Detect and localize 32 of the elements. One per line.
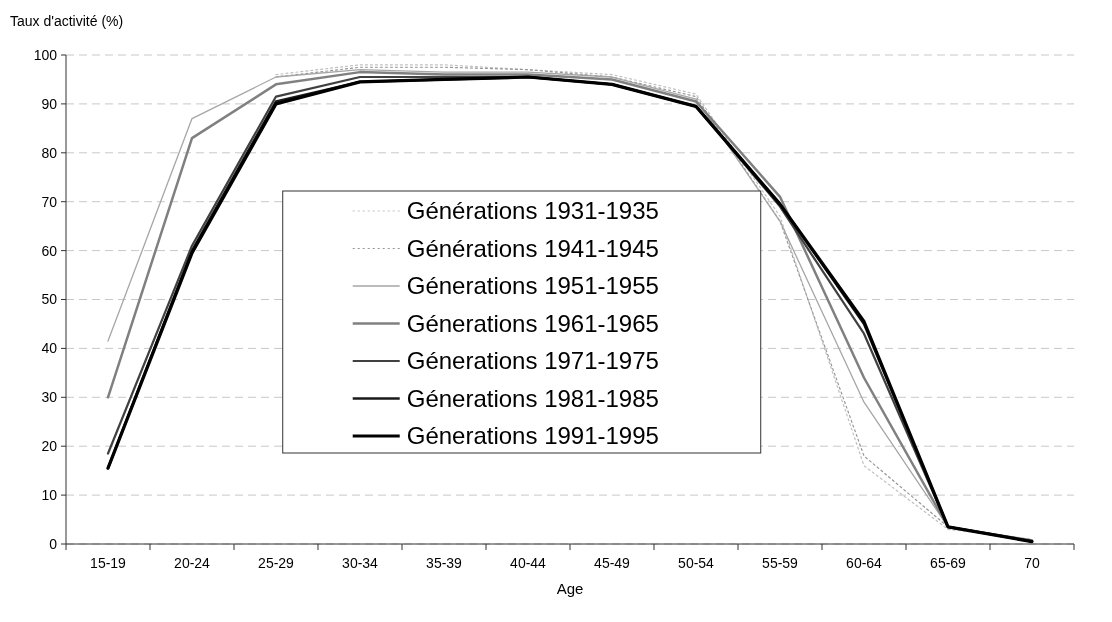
y-tick-label: 60 (41, 242, 58, 259)
legend-label: Génerations 1951-1955 (406, 272, 659, 299)
y-tick-label: 90 (41, 95, 58, 112)
x-tick-label: 25-29 (258, 555, 295, 571)
x-tick-label: 40-44 (510, 555, 547, 571)
y-tick-label: 0 (49, 535, 58, 552)
x-tick-label: 30-34 (342, 555, 379, 571)
x-tick-label: 15-19 (90, 555, 127, 571)
x-tick-label: 20-24 (174, 555, 211, 571)
x-tick-label: 55-59 (762, 555, 799, 571)
x-tick-label: 50-54 (678, 555, 715, 571)
y-tick-label: 10 (41, 487, 58, 503)
y-tick-label: 70 (41, 193, 58, 210)
x-tick-label: 65-69 (930, 555, 967, 571)
y-tick-label: 40 (41, 340, 58, 357)
x-axis-title: Age (556, 580, 584, 597)
x-tick-label: 60-64 (846, 555, 883, 571)
y-tick-label: 20 (41, 438, 58, 455)
legend-label: Génerations 1981-1985 (406, 384, 659, 412)
y-axis-title: Taux d'activité (%) (10, 13, 124, 29)
y-tick-label: 100 (33, 46, 58, 63)
legend-label: Génerations 1991-1995 (406, 422, 659, 449)
x-tick-label: 45-49 (594, 555, 631, 571)
y-tick-label: 80 (41, 144, 58, 161)
legend-label: Génerations 1961-1965 (406, 309, 659, 337)
legend-label: Générations 1941-1945 (406, 234, 659, 262)
legend-label: Génerations 1971-1975 (406, 347, 659, 374)
legend-label: Générations 1931-1935 (406, 197, 659, 224)
x-tick-label: 35-39 (426, 555, 463, 571)
y-tick-label: 50 (41, 291, 58, 308)
x-tick-label: 70 (1024, 555, 1040, 571)
y-tick-label: 30 (41, 389, 58, 406)
